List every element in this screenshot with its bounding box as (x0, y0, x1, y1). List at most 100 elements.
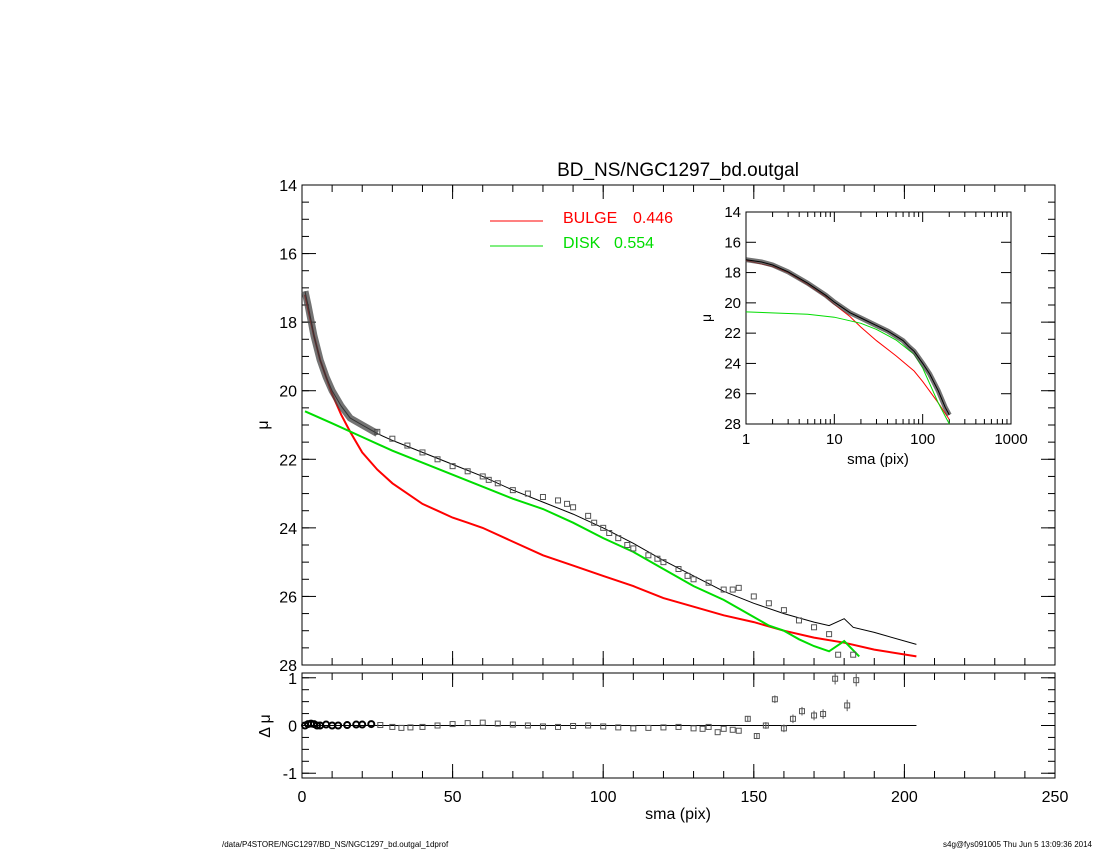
residual-point-marker (367, 720, 376, 729)
data-point-marker (729, 586, 736, 593)
data-point-marker (675, 566, 682, 572)
x-tick-label: 100 (910, 431, 935, 448)
data-point-marker (835, 651, 842, 658)
residual-point-marker (798, 708, 805, 715)
residual-point-marker (729, 726, 736, 733)
data-point-marker (606, 530, 613, 536)
inset-model-line (745, 259, 950, 416)
residual-point-marker (570, 722, 577, 729)
y-tick-label: 18 (279, 315, 297, 332)
y-tick-label: 28 (724, 416, 741, 433)
residual-point-marker (334, 721, 343, 730)
data-point-marker (585, 512, 592, 519)
data-point-marker (624, 542, 631, 548)
y-tick-label: -1 (283, 766, 297, 783)
footer-file-path: /data/P4STORE/NGC1297/BD_NS/NGC1297_bd.o… (222, 840, 449, 849)
main-y-axis-label: μ (255, 420, 272, 429)
residual-point-marker (811, 712, 818, 719)
inset-y-axis-label: μ (698, 314, 714, 322)
residual-point-marker (762, 722, 769, 729)
inset-plot-background (746, 212, 1011, 424)
residual-y-axis-label: Δ μ (257, 714, 274, 737)
residual-point-marker (832, 675, 839, 682)
residual-point-marker (753, 733, 760, 739)
residual-point-marker (675, 723, 682, 730)
data-point-marker (630, 545, 637, 552)
inset-x-axis-label: sma (pix) (847, 451, 909, 468)
residual-point-marker (615, 724, 622, 731)
residual-point-marker (407, 724, 414, 731)
residual-point-marker (744, 715, 751, 722)
data-point-marker (479, 473, 486, 480)
data-profile-band (301, 290, 380, 437)
y-tick-label: 14 (279, 178, 297, 195)
x-tick-label: 0 (298, 789, 307, 806)
residual-point-marker (434, 722, 441, 729)
y-tick-label: 22 (724, 325, 741, 342)
residual-point-marker (524, 722, 531, 729)
inset-axis-ticks: 14 16 18 20 22 24 26 281 10 100 1000 (724, 204, 1027, 448)
residual-point-marker (343, 721, 352, 730)
y-tick-label: 22 (279, 452, 297, 469)
residual-point-marker (600, 723, 607, 730)
residual-series-group (301, 673, 917, 739)
data-point-marker (654, 555, 661, 562)
data-point-marker (765, 600, 772, 607)
data-point-marker (464, 468, 471, 475)
inset-plot: 14 16 18 20 22 24 26 281 10 100 1000 μ sma (pix) (698, 204, 1028, 468)
legend-disk-value: 0.554 (614, 235, 654, 252)
residual-point-marker (645, 724, 652, 731)
data-point-marker (485, 476, 492, 483)
inset-series-line-disk (745, 311, 950, 425)
data-point-marker (389, 435, 396, 442)
data-point-marker (735, 584, 742, 591)
residual-point-marker (449, 721, 456, 728)
data-point-marker (434, 456, 441, 463)
residual-plot: 10-10 50 100 150 200 250 Δ μ sma (pix) (257, 671, 1068, 823)
residual-point-marker (377, 722, 384, 729)
residual-point-marker (853, 677, 860, 684)
chart-title: BD_NS/NGC1297_bd.outgal (557, 160, 799, 181)
residual-point-marker (313, 721, 322, 730)
residual-point-marker (699, 725, 706, 732)
inset-plot-frame (745, 211, 1012, 425)
residual-point-marker (509, 721, 516, 728)
residual-point-marker (389, 723, 396, 730)
data-point-marker (615, 535, 622, 542)
x-tick-label: 200 (891, 789, 918, 806)
data-point-marker (705, 579, 712, 586)
residual-point-marker (479, 719, 486, 726)
y-tick-label: 24 (724, 355, 741, 372)
data-point-marker (645, 552, 652, 559)
y-tick-label: 20 (724, 295, 741, 312)
residual-point-marker (322, 720, 331, 729)
main-plot: 14 16 18 20 22 24 26 28 μ (255, 178, 1056, 675)
residual-point-marker (398, 724, 405, 731)
data-point-marker (811, 624, 818, 631)
footer-timestamp: s4g@fys091005 Thu Jun 5 13:09:36 2014 (943, 840, 1093, 849)
residual-point-marker (464, 720, 471, 727)
y-tick-label: 14 (724, 204, 741, 221)
residual-point-marker (630, 725, 637, 732)
data-point-marker (539, 494, 546, 500)
residual-point-marker (555, 723, 562, 730)
residual-point-marker (789, 715, 796, 722)
data-point-marker (564, 500, 571, 507)
residual-point-marker (735, 727, 742, 734)
data-point-marker (591, 519, 598, 526)
main-axis-ticks: 14 16 18 20 22 24 26 28 (279, 178, 1056, 675)
main-series-group (301, 290, 917, 658)
data-point-marker (509, 487, 516, 494)
data-point-marker (690, 576, 697, 583)
x-tick-label: 10 (826, 431, 843, 448)
residual-point-marker (780, 725, 787, 732)
y-tick-label: 18 (724, 265, 741, 282)
residual-point-marker (771, 696, 778, 703)
y-tick-label: 16 (724, 234, 741, 251)
residual-point-marker (690, 725, 697, 732)
x-tick-label: 100 (590, 789, 617, 806)
x-tick-label: 150 (740, 789, 767, 806)
data-point-marker (826, 631, 833, 638)
x-tick-label: 250 (1042, 789, 1069, 806)
